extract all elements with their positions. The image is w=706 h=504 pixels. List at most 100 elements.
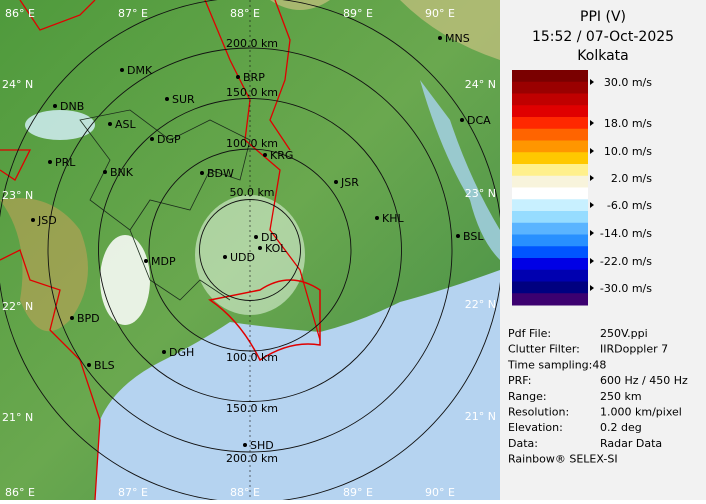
legend-swatch xyxy=(512,199,588,212)
city-dot xyxy=(162,350,166,354)
range-label: 200.0 km xyxy=(226,452,278,465)
city-dot xyxy=(144,259,148,263)
info-text: Radar Data xyxy=(600,437,662,450)
legend-swatch xyxy=(512,81,588,94)
city-label: DNB xyxy=(60,100,84,113)
city-label: JSD xyxy=(37,214,57,227)
info-text: Pdf File: xyxy=(508,327,551,340)
city-dot xyxy=(236,75,240,79)
lat-label: 24° N xyxy=(2,78,33,91)
border xyxy=(0,0,321,501)
legend-swatch xyxy=(512,140,588,153)
sea xyxy=(95,270,500,500)
range-label: 100.0 km xyxy=(226,351,278,364)
lat-label: 22° N xyxy=(465,298,496,311)
info: Pdf File: 250V.ppi Clutter Filter: IIRDoppl… xyxy=(507,327,688,466)
range-label: 150.0 km xyxy=(226,86,278,99)
legend-label: 30.0 m/s xyxy=(604,76,652,89)
legend-label: -6.0 m/s xyxy=(607,199,652,212)
lat-label: 22° N xyxy=(2,300,33,313)
legend-swatch xyxy=(512,164,588,177)
lat-label: 21° N xyxy=(2,411,33,424)
city-label: BSL xyxy=(463,230,484,243)
info-text: 250V.ppi xyxy=(600,327,648,340)
info-text: 600 Hz / 450 Hz xyxy=(600,374,688,387)
city-dot xyxy=(460,118,464,122)
terrain xyxy=(270,0,500,60)
range-label: 150.0 km xyxy=(226,402,278,415)
lon-label: 88° E xyxy=(230,486,260,499)
lat-label: 21° N xyxy=(465,410,496,423)
legend-label: 10.0 m/s xyxy=(604,145,652,158)
legend-tick xyxy=(590,258,594,264)
legend-swatch xyxy=(512,293,588,306)
city-dot xyxy=(53,104,57,108)
city-label: PRL xyxy=(55,156,76,169)
legend-swatch xyxy=(512,70,588,83)
legend-swatch xyxy=(512,187,588,200)
city-label: DGH xyxy=(169,346,194,359)
city-dot xyxy=(334,180,338,184)
legend-label: -30.0 m/s xyxy=(600,282,652,295)
info-text: Elevation: xyxy=(508,421,563,434)
district-border xyxy=(79,109,251,301)
lon-label: 86° E xyxy=(5,486,35,499)
legend-swatch xyxy=(512,246,588,259)
lat-label: 23° N xyxy=(2,189,33,202)
river xyxy=(420,80,500,260)
city-label: DGP xyxy=(157,133,181,146)
legend: 30.0 m/s 18.0 m/s 10.0 m/s 2.0 m/s -6.0 m/s -… xyxy=(512,70,652,306)
city-dot xyxy=(70,316,74,320)
lat-label: 23° N xyxy=(465,187,496,200)
range-label: 50.0 km xyxy=(229,186,274,199)
info-text: Rainbow® SELEX-SI xyxy=(508,453,618,466)
city-label: BRP xyxy=(243,71,265,84)
lon-label: 90° E xyxy=(425,486,455,499)
legend-swatch xyxy=(512,105,588,118)
city-label: ASL xyxy=(115,118,137,131)
map-labels: 86° E 86° E 87° E 87° E 88° E 88° E 89° E 89° E… xyxy=(2,7,496,499)
info-text: Resolution: xyxy=(508,406,569,419)
range-label: 200.0 km xyxy=(226,37,278,50)
legend-label: 2.0 m/s xyxy=(611,172,652,185)
info-text: 0.2 deg xyxy=(600,421,642,434)
lon-label: 88° E xyxy=(230,7,260,20)
lon-label: 90° E xyxy=(425,7,455,20)
city-label: MDP xyxy=(151,255,176,268)
legend-swatch xyxy=(512,175,588,188)
legend-tick xyxy=(590,175,594,181)
city-label: MNS xyxy=(445,32,470,45)
terrain xyxy=(0,198,88,332)
city-label: BLS xyxy=(94,359,115,372)
city-label: SUR xyxy=(172,93,195,106)
legend-tick xyxy=(590,120,594,126)
legend-tick xyxy=(590,148,594,154)
title: PPI (V) xyxy=(580,9,626,25)
city-dot xyxy=(103,170,107,174)
city-dot xyxy=(456,234,460,238)
lon-label: 87° E xyxy=(118,7,148,20)
city-label: BNK xyxy=(110,166,134,179)
legend-swatch xyxy=(512,258,588,271)
legend-swatch xyxy=(512,152,588,165)
city-label: JSR xyxy=(340,176,359,189)
time: 15:52 / 07-Oct-2025 xyxy=(532,29,674,45)
legend-tick xyxy=(590,79,594,85)
city-label: KRG xyxy=(270,149,293,162)
city-dot xyxy=(258,246,262,250)
echo xyxy=(25,110,95,140)
legend-swatch xyxy=(512,269,588,282)
info-text: Range: xyxy=(508,390,547,403)
lon-label: 87° E xyxy=(118,486,148,499)
city-dot xyxy=(375,216,379,220)
city-dot xyxy=(108,122,112,126)
legend-tick xyxy=(590,202,594,208)
info-text: Time sampling:48 xyxy=(507,358,606,371)
lon-label: 89° E xyxy=(343,7,373,20)
lon-label: 86° E xyxy=(5,7,35,20)
city-dot xyxy=(200,171,204,175)
legend-label: -14.0 m/s xyxy=(600,227,652,240)
legend-tick xyxy=(590,230,594,236)
city-dot xyxy=(223,255,227,259)
